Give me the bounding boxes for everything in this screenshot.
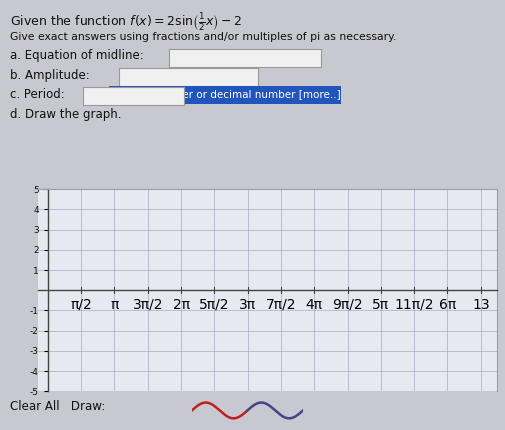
Text: c. Period:: c. Period:: [10, 88, 65, 101]
Text: Give exact answers using fractions and/or multiples of pi as necessary.: Give exact answers using fractions and/o…: [10, 32, 396, 42]
Text: Given the function $f(x) = 2\sin\!\left(\frac{1}{2}x\right) - 2$: Given the function $f(x) = 2\sin\!\left(…: [10, 11, 242, 33]
Text: d. Draw the graph.: d. Draw the graph.: [10, 108, 122, 121]
Text: Clear All   Draw:: Clear All Draw:: [10, 400, 106, 413]
Text: a. Equation of midline:: a. Equation of midline:: [10, 49, 144, 62]
Text: b. Amplitude:: b. Amplitude:: [10, 69, 90, 82]
Text: Enter an integer or decimal number [more..]: Enter an integer or decimal number [more…: [109, 90, 341, 100]
